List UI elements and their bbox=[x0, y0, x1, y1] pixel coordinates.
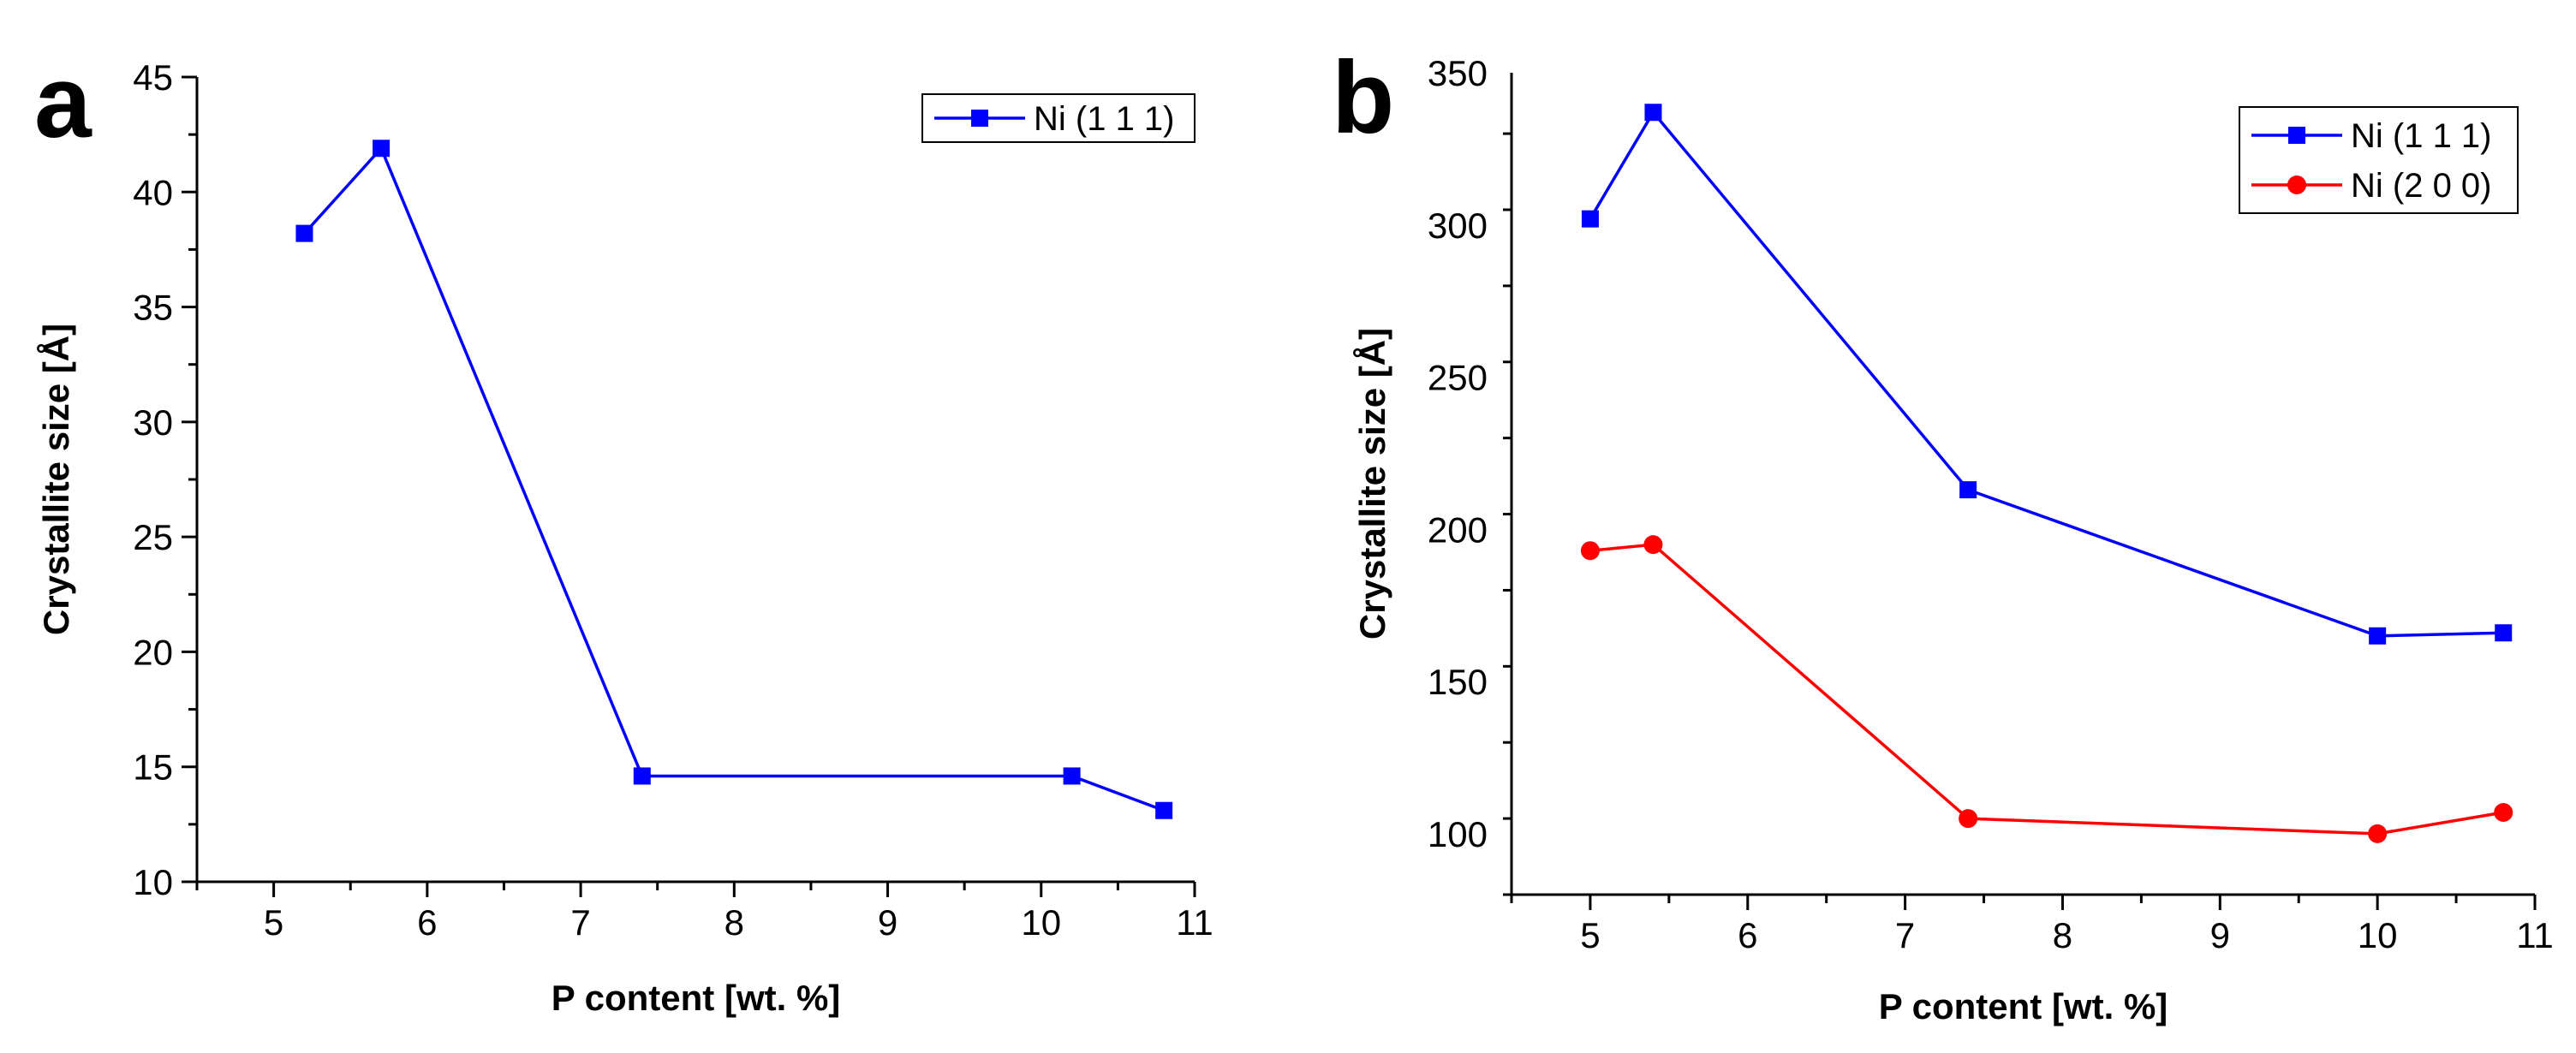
x-tick-label: 8 bbox=[724, 902, 744, 943]
y-tick-label: 300 bbox=[1428, 205, 1488, 246]
data-point bbox=[1580, 541, 1600, 561]
y-tick-label: 100 bbox=[1428, 814, 1488, 854]
data-point bbox=[1959, 481, 1977, 499]
y-tick-label: 45 bbox=[133, 57, 173, 98]
y-tick-label: 15 bbox=[133, 747, 173, 788]
data-point bbox=[2368, 824, 2388, 843]
data-point bbox=[295, 224, 313, 242]
x-tick-label: 7 bbox=[1895, 915, 1915, 955]
data-point bbox=[2495, 624, 2513, 642]
legend-box bbox=[2239, 106, 2519, 214]
x-tick-label: 6 bbox=[1738, 915, 1757, 955]
x-tick-label: 5 bbox=[1580, 915, 1600, 955]
series-line-2 bbox=[1589, 543, 2504, 836]
y-tick-label: 20 bbox=[133, 632, 173, 672]
data-point bbox=[2369, 627, 2387, 645]
x-tick-label: 9 bbox=[878, 902, 897, 943]
x-tick-label: 11 bbox=[1176, 902, 1213, 943]
data-point bbox=[1644, 104, 1662, 122]
x-tick-label: 7 bbox=[570, 902, 590, 943]
y-tick-label: 25 bbox=[133, 517, 173, 557]
y-tick-label: 35 bbox=[133, 288, 173, 328]
legend-label: Ni (2 0 0) bbox=[2351, 167, 2492, 205]
x-tick-label: 10 bbox=[2358, 915, 2398, 955]
x-tick-label: 8 bbox=[2053, 915, 2072, 955]
legend-label: Ni (1 1 1) bbox=[1034, 100, 1175, 138]
data-point bbox=[373, 140, 391, 158]
data-point bbox=[1063, 767, 1081, 785]
y-tick-label: 350 bbox=[1428, 53, 1488, 93]
panel-b: b 5 6 7 8 9 10 11 100 150 200 250 300 350 P content [w… bbox=[1332, 40, 2554, 1026]
y-tick-label: 150 bbox=[1428, 662, 1488, 702]
legend-marker bbox=[2287, 176, 2306, 194]
series-line-1 bbox=[303, 146, 1165, 812]
x-axis-title: P content [wt. %] bbox=[1879, 986, 2168, 1026]
panel-a: a 5 6 7 8 9 10 11 10 15 20 25 30 35 40 45 P content [wt.… bbox=[34, 45, 1213, 1018]
legend-marker bbox=[2288, 127, 2305, 144]
legend-marker bbox=[971, 110, 988, 127]
y-tick-label: 250 bbox=[1428, 358, 1488, 398]
data-point bbox=[1581, 210, 1599, 228]
data-point bbox=[1643, 535, 1663, 555]
data-point bbox=[1959, 809, 1978, 829]
y-tick-label: 200 bbox=[1428, 509, 1488, 550]
data-point bbox=[2494, 803, 2513, 822]
y-tick-label: 40 bbox=[133, 172, 173, 212]
x-tick-label: 9 bbox=[2210, 915, 2230, 955]
y-tick-label: 10 bbox=[133, 862, 173, 902]
y-tick-label: 30 bbox=[133, 402, 173, 443]
y-axis-title: Crystallite size [Å] bbox=[36, 324, 76, 635]
y-axis-title: Crystallite size [Å] bbox=[1352, 328, 1392, 640]
data-point bbox=[1155, 801, 1173, 819]
x-tick-label: 6 bbox=[417, 902, 437, 943]
panel-label: a bbox=[34, 45, 92, 159]
x-axis-title: P content [wt. %] bbox=[552, 978, 841, 1018]
panel-label: b bbox=[1332, 40, 1394, 155]
legend-label: Ni (1 1 1) bbox=[2351, 117, 2492, 155]
x-tick-label: 5 bbox=[264, 902, 283, 943]
x-tick-label: 10 bbox=[1021, 902, 1061, 943]
x-tick-label: 11 bbox=[2516, 915, 2554, 955]
data-point bbox=[633, 767, 651, 785]
